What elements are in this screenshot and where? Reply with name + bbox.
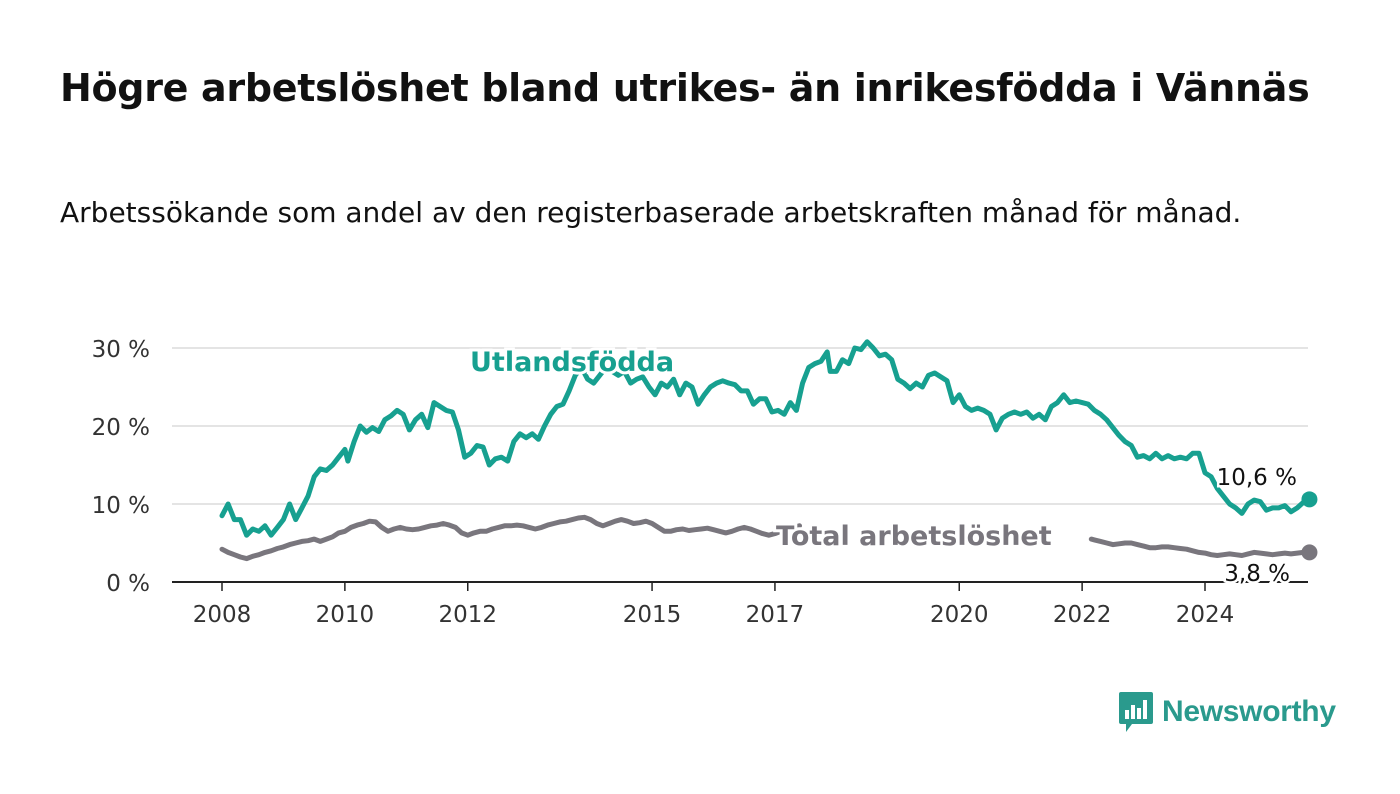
x-tick-label: 2017 xyxy=(746,602,805,628)
series-end-point xyxy=(1301,544,1318,561)
newsworthy-logo: Newsworthy xyxy=(1118,690,1336,734)
series-utlandsfodda xyxy=(219,339,1318,538)
newsworthy-logo-text: Newsworthy xyxy=(1162,695,1336,728)
newsworthy-logo-icon xyxy=(1119,692,1153,732)
series-label-total: Total arbetslöshet xyxy=(776,521,1052,552)
x-tick-label: 2008 xyxy=(193,602,252,628)
x-tick-label: 2022 xyxy=(1053,602,1112,628)
y-tick-label: 30 % xyxy=(92,337,150,363)
x-tick-label: 2020 xyxy=(930,602,989,628)
x-tick-label: 2012 xyxy=(438,602,497,628)
y-tick-label: 0 % xyxy=(106,571,150,597)
end-value-label-total: 3,8 % xyxy=(1224,561,1290,587)
series-line xyxy=(219,514,1312,562)
series-total-arbetsloshet xyxy=(219,514,1318,562)
y-tick-label: 10 % xyxy=(92,493,150,519)
series-end-point xyxy=(1301,491,1318,508)
x-tick-label: 2024 xyxy=(1176,602,1235,628)
x-tick-label: 2015 xyxy=(623,602,682,628)
series-label-utlandsfodda: Utlandsfödda xyxy=(470,347,674,378)
chart-subtitle: Arbetssökande som andel av den registerb… xyxy=(60,196,1242,229)
x-tick-label: 2010 xyxy=(316,602,375,628)
y-tick-label: 20 % xyxy=(92,415,150,441)
chart-title: Högre arbetslöshet bland utrikes- än inr… xyxy=(60,66,1310,110)
end-value-label-utlandsfodda: 10,6 % xyxy=(1217,465,1297,491)
series-line xyxy=(219,339,1312,538)
